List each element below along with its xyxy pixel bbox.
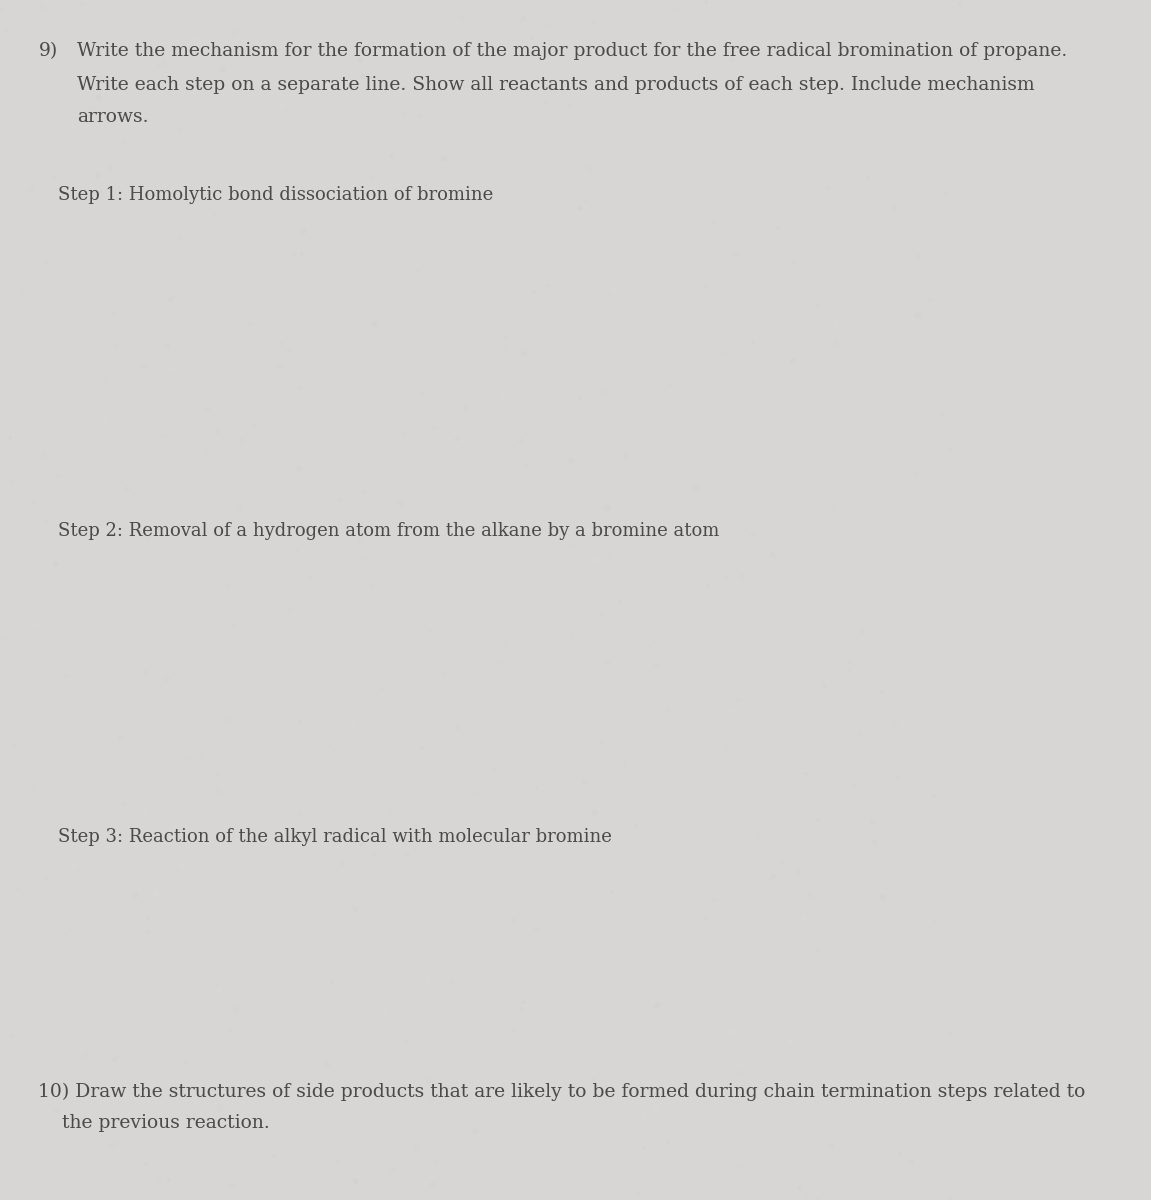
Text: Step 3: Reaction of the alkyl radical with molecular bromine: Step 3: Reaction of the alkyl radical wi… (58, 828, 611, 846)
Text: the previous reaction.: the previous reaction. (38, 1114, 270, 1132)
Text: Write each step on a separate line. Show all reactants and products of each step: Write each step on a separate line. Show… (77, 76, 1035, 94)
Text: arrows.: arrows. (77, 108, 148, 126)
Text: 10) Draw the structures of side products that are likely to be formed during cha: 10) Draw the structures of side products… (38, 1082, 1085, 1100)
Text: Step 1: Homolytic bond dissociation of bromine: Step 1: Homolytic bond dissociation of b… (58, 186, 493, 204)
Text: Step 2: Removal of a hydrogen atom from the alkane by a bromine atom: Step 2: Removal of a hydrogen atom from … (58, 522, 719, 540)
Text: 9): 9) (38, 42, 58, 60)
Text: Write the mechanism for the formation of the major product for the free radical : Write the mechanism for the formation of… (77, 42, 1067, 60)
